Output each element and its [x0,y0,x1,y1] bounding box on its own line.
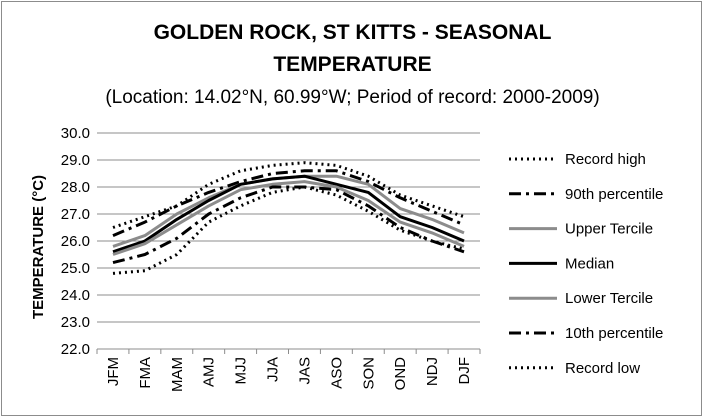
legend-label: Median [565,255,614,272]
gridlines [96,132,481,354]
y-axis-ticks: 22.0 23.0 24.0 25.0 26.0 27.0 28.0 29.0 30.0 [61,125,90,358]
x-tick-label: MAM [169,357,186,392]
series-line-record-high [112,161,465,229]
y-tick-label: 26.0 [61,233,90,250]
series-line-lower-tercile [112,180,465,256]
x-tick-label: JFM [105,357,122,386]
y-tick-label: 28.0 [61,179,90,196]
legend-label: 90th percentile [565,186,663,203]
x-tick-label: SON [360,357,377,390]
chart-title-line2: TEMPERATURE [273,53,432,76]
y-tick-label: 30.0 [61,125,90,142]
legend: Record high 90th percentile Upper Tercile M… [509,151,663,377]
x-tick-label: ASO [328,357,345,389]
y-axis-label: TEMPERATURE (°C) [30,175,47,319]
y-tick-label: 25.0 [61,260,90,277]
x-tick-label: DJF [456,357,473,385]
legend-label: Lower Tercile [565,290,653,307]
series-line-record-low [112,185,465,275]
y-tick-label: 29.0 [61,152,90,169]
y-tick-label: 27.0 [61,206,90,223]
series-lines [112,161,465,275]
x-tick-label: AMJ [201,357,218,387]
x-tick-label: JJA [265,357,282,382]
x-tick-label: FMA [137,357,154,389]
x-tick-label: NDJ [424,357,441,386]
y-tick-label: 23.0 [61,314,90,331]
chart-subtitle: (Location: 14.02°N, 60.99°W; Period of r… [105,87,600,108]
series-line-10th-percentile [112,185,465,265]
x-axis-ticks: JFM FMA MAM AMJ MJJ JJA JAS ASO SON OND NDJ DJF [105,357,473,392]
series-line-median [112,174,465,254]
y-tick-label: 22.0 [61,341,90,358]
legend-label: Upper Tercile [565,221,653,238]
y-tick-label: 24.0 [61,287,90,304]
chart-title-line1: GOLDEN ROCK, ST KITTS - SEASONAL [153,21,552,44]
x-tick-label: JAS [296,357,313,385]
legend-label: Record low [565,360,640,377]
x-tick-label: MJJ [233,357,250,385]
x-tick-label: OND [392,357,409,391]
legend-label: 10th percentile [565,325,663,342]
legend-label: Record high [565,151,646,168]
series-line-90th-percentile [112,169,465,237]
